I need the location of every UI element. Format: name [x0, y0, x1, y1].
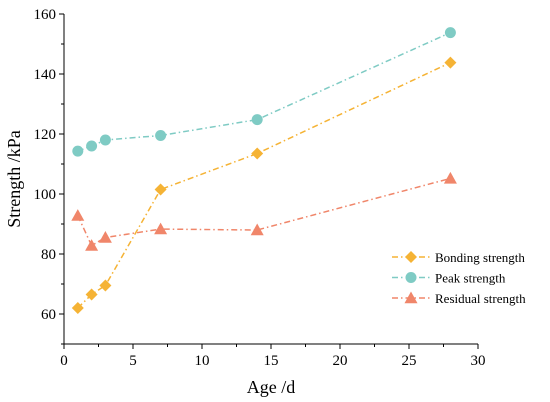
- bonding-strength-point: [85, 288, 98, 301]
- plot-frame: [63, 14, 478, 345]
- y-axis-title: Strength /kPa: [4, 130, 24, 228]
- bonding-strength-point: [444, 56, 457, 69]
- x-tick-label: 20: [333, 353, 348, 369]
- peak-strength-point: [155, 130, 167, 141]
- x-tick-label: 10: [195, 353, 210, 369]
- residual-strength-point: [250, 223, 264, 236]
- x-axis-title: Age /d: [247, 377, 296, 397]
- residual-strength-point: [154, 222, 168, 235]
- peak-strength-point: [251, 114, 263, 126]
- y-tick-label: 160: [34, 7, 57, 23]
- bonding-strength-point: [251, 147, 264, 160]
- y-axis-ticks: 60 80 100 120 140 160: [34, 7, 64, 345]
- x-tick-label: 30: [471, 353, 486, 369]
- legend-marker-bonding-strength: [405, 251, 417, 263]
- residual-strength-line: [77, 177, 451, 247]
- x-tick-label: 0: [60, 353, 68, 369]
- residual-strength-point: [71, 209, 85, 221]
- peak-strength-point: [86, 140, 98, 152]
- legend-label-bonding-strength: Bonding strength: [435, 250, 525, 265]
- y-tick-label: 120: [34, 127, 57, 143]
- peak-strength-line: [77, 31, 451, 152]
- x-axis-ticks: 0 5 10 15 20 25 30: [60, 344, 486, 369]
- residual-strength-point: [443, 171, 457, 184]
- residual-strength-point: [98, 231, 112, 243]
- y-tick-label: 60: [41, 307, 56, 323]
- bonding-strength-point: [154, 183, 167, 196]
- peak-strength-point: [99, 134, 111, 146]
- legend-label-peak-strength: Peak strength: [435, 271, 506, 286]
- peak-strength-point: [72, 145, 84, 157]
- x-tick-label: 15: [264, 353, 279, 369]
- legend-marker-residual-strength: [404, 291, 418, 304]
- series-layer: [71, 27, 457, 314]
- y-tick-label: 140: [34, 67, 57, 83]
- bonding-strength-point: [99, 279, 112, 292]
- legend-marker-peak-strength: [405, 272, 417, 283]
- x-tick-label: 25: [402, 353, 417, 369]
- residual-strength-point: [85, 239, 99, 251]
- y-tick-label: 100: [34, 187, 57, 203]
- y-tick-label: 80: [41, 247, 56, 263]
- bonding-strength-point: [71, 302, 84, 314]
- peak-strength-point: [444, 27, 456, 39]
- bonding-strength-line: [77, 61, 451, 309]
- legend: Bonding strength Peak strength Residual st…: [392, 250, 526, 306]
- x-tick-label: 5: [129, 353, 137, 369]
- legend-label-residual-strength: Residual strength: [435, 291, 526, 306]
